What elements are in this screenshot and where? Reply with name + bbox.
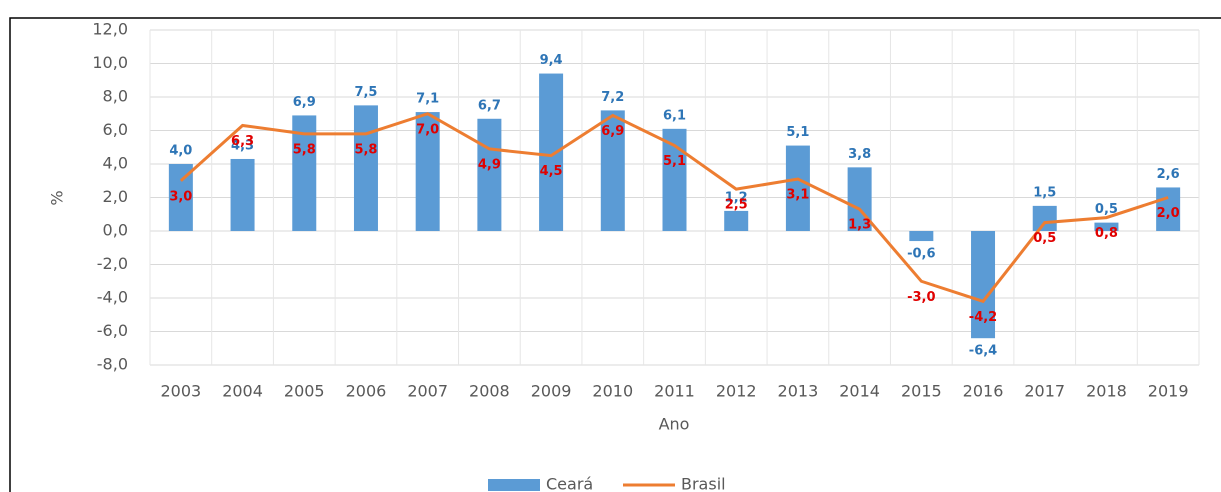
- x-tick-label: 2016: [963, 382, 1004, 401]
- x-tick-label: 2014: [839, 382, 880, 401]
- x-tick-label: 2004: [222, 382, 263, 401]
- bar: [785, 145, 810, 231]
- bar: [724, 210, 749, 231]
- y-tick-label: 10,0: [92, 53, 128, 72]
- data-label: 7,0: [416, 122, 439, 137]
- x-axis-label: Ano: [659, 415, 690, 434]
- y-tick-label: 8,0: [103, 87, 128, 106]
- x-tick-label: 2011: [654, 382, 695, 401]
- y-tick-label: -6,0: [97, 321, 128, 340]
- bar: [1156, 187, 1181, 231]
- data-label: 0,5: [1095, 202, 1118, 217]
- data-label: 0,8: [1095, 226, 1118, 241]
- data-label: -4,2: [969, 310, 997, 325]
- data-label: 2,0: [1157, 206, 1180, 221]
- data-label: 1,3: [848, 218, 871, 233]
- y-tick-label: 4,0: [103, 154, 128, 173]
- data-label: 2,5: [725, 198, 748, 213]
- data-label: 2,6: [1157, 167, 1180, 182]
- bar: [909, 231, 934, 242]
- data-label: 5,8: [354, 142, 377, 157]
- bar: [539, 73, 564, 231]
- data-label: 7,2: [601, 90, 624, 105]
- bar: [353, 105, 378, 231]
- data-label: 5,1: [786, 125, 809, 140]
- y-tick-label: 2,0: [103, 187, 128, 206]
- x-tick-label: 2009: [531, 382, 572, 401]
- data-label: 3,8: [848, 147, 871, 162]
- data-label: 3,1: [786, 188, 809, 203]
- bar: [1094, 222, 1119, 231]
- data-label: 6,9: [293, 95, 316, 110]
- data-label: 1,2: [725, 190, 748, 205]
- x-tick-label: 2013: [778, 382, 819, 401]
- data-label: 6,7: [478, 98, 501, 113]
- legend-swatch: [488, 479, 540, 491]
- x-tick-label: 2019: [1148, 382, 1189, 401]
- x-tick-label: 2005: [284, 382, 325, 401]
- data-label: 1,5: [1033, 185, 1056, 200]
- bar: [477, 118, 502, 231]
- data-label: 4,9: [478, 157, 501, 172]
- data-label: 4,5: [540, 164, 563, 179]
- data-label: 6,3: [231, 134, 254, 149]
- x-tick-label: 2007: [407, 382, 448, 401]
- data-label: 5,1: [663, 154, 686, 169]
- data-label: -0,6: [907, 247, 935, 262]
- y-tick-label: 6,0: [103, 120, 128, 139]
- bar: [230, 158, 255, 231]
- x-tick-label: 2010: [592, 382, 633, 401]
- legend-label: Brasil: [681, 475, 726, 492]
- y-tick-label: 12,0: [92, 20, 128, 39]
- data-label: -6,4: [969, 344, 997, 359]
- x-tick-label: 2018: [1086, 382, 1127, 401]
- data-label: -3,0: [907, 290, 935, 305]
- x-tick-label: 2015: [901, 382, 942, 401]
- data-label: 3,0: [169, 189, 192, 204]
- data-label: 4,3: [231, 138, 254, 153]
- data-label: 7,5: [354, 85, 377, 100]
- data-label: 6,9: [601, 124, 624, 139]
- data-label: 6,1: [663, 108, 686, 123]
- legend-label: Ceará: [546, 475, 593, 492]
- data-label: 5,8: [293, 142, 316, 157]
- data-label: 4,0: [169, 144, 192, 159]
- data-label: 9,4: [540, 53, 563, 68]
- x-tick-label: 2008: [469, 382, 510, 401]
- y-axis-label: %: [48, 190, 67, 205]
- line: [179, 112, 1169, 304]
- y-tick-label: -2,0: [97, 254, 128, 273]
- bar: [600, 110, 625, 231]
- x-tick-label: 2003: [160, 382, 201, 401]
- y-tick-label: -4,0: [97, 288, 128, 307]
- y-tick-label: -8,0: [97, 355, 128, 374]
- bar: [1032, 205, 1057, 231]
- x-tick-label: 2012: [716, 382, 757, 401]
- x-tick-label: 2017: [1024, 382, 1065, 401]
- bar: [415, 112, 440, 231]
- data-label: 7,1: [416, 92, 439, 107]
- data-label: 0,5: [1033, 231, 1056, 246]
- bar: [971, 231, 996, 339]
- y-tick-label: 0,0: [103, 221, 128, 240]
- x-tick-label: 2006: [346, 382, 387, 401]
